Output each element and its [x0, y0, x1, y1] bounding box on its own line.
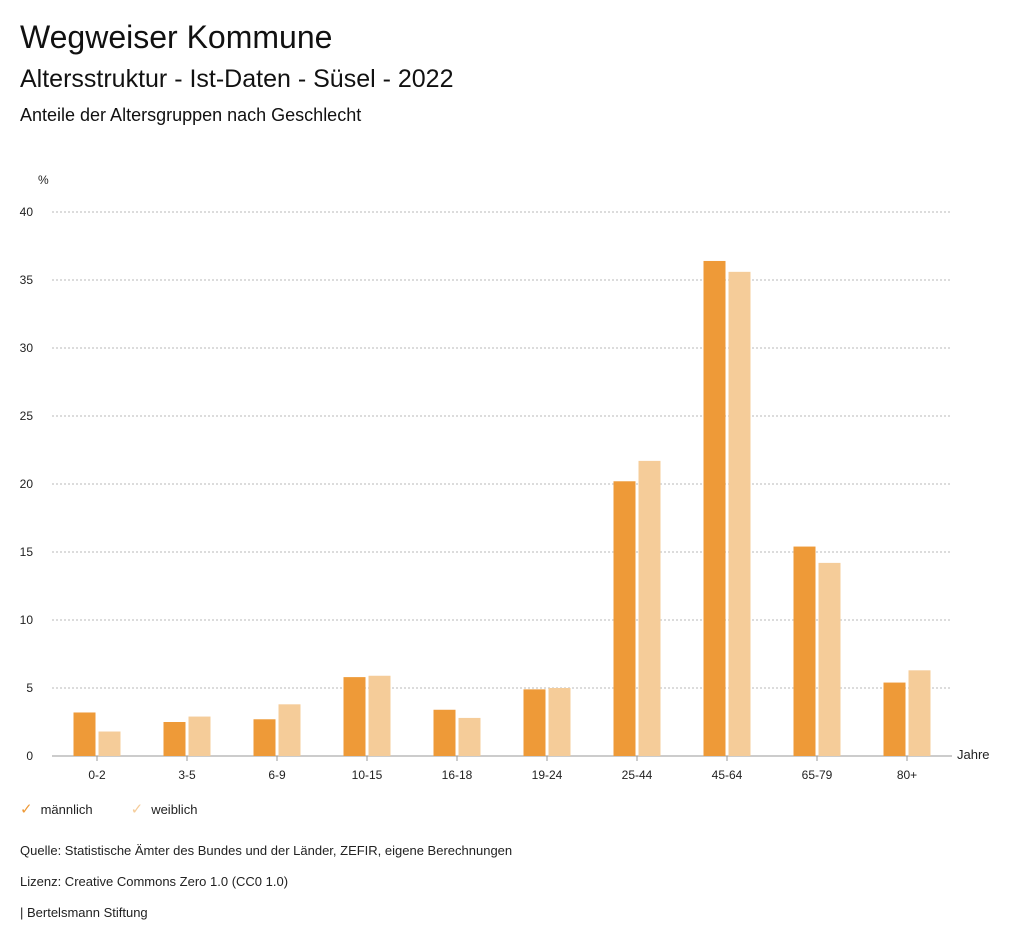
y-tick-label: 35 [20, 273, 34, 287]
x-tick-label: 80+ [897, 768, 917, 782]
x-tick-label: 16-18 [442, 768, 473, 782]
bar-female [818, 562, 841, 756]
legend-label-male: männlich [40, 802, 93, 817]
bar-female [188, 716, 211, 756]
x-tick-label: 25-44 [622, 768, 653, 782]
x-tick-label: 3-5 [178, 768, 196, 782]
publisher-note: | Bertelsmann Stiftung [20, 905, 148, 920]
bar-female [368, 675, 391, 756]
bar-male [73, 712, 96, 756]
y-tick-label: 30 [20, 341, 34, 355]
license-note: Lizenz: Creative Commons Zero 1.0 (CC0 1… [20, 874, 289, 889]
x-tick-label: 65-79 [802, 768, 833, 782]
bar-male [163, 722, 186, 756]
x-tick-label: 19-24 [532, 768, 563, 782]
x-tick-label: 10-15 [352, 768, 383, 782]
page-title: Wegweiser Kommune [20, 19, 333, 55]
bar-female [278, 704, 301, 756]
bar-male [793, 546, 816, 756]
y-tick-label: 5 [26, 681, 33, 695]
page-subtitle: Altersstruktur - Ist-Daten - Süsel - 202… [20, 65, 454, 93]
bar-male [253, 719, 276, 756]
bar-female [908, 670, 931, 756]
bar-female [548, 688, 571, 756]
y-tick-label: 15 [20, 545, 34, 559]
chart-legend: ✓ männlich ✓ weiblich [20, 802, 197, 817]
y-tick-label: 20 [20, 477, 34, 491]
y-tick-label: 40 [20, 205, 34, 219]
legend-item-male[interactable]: ✓ männlich [20, 802, 93, 817]
y-tick-label: 0 [26, 749, 33, 763]
x-axis-label: Jahre [957, 747, 990, 762]
x-tick-label: 6-9 [268, 768, 286, 782]
legend-check-male-icon: ✓ [20, 801, 33, 818]
bar-male [703, 260, 726, 756]
y-tick-label: 10 [20, 613, 34, 627]
bar-female [458, 717, 481, 756]
legend-item-female[interactable]: ✓ weiblich [131, 802, 198, 817]
bar-male [433, 709, 456, 756]
legend-label-female: weiblich [151, 802, 198, 817]
x-tick-label: 0-2 [88, 768, 106, 782]
x-tick-label: 45-64 [712, 768, 743, 782]
bar-male [523, 689, 546, 756]
bar-chart: % 0 5 10 15 20 25 30 35 40 0-2 3-5 6-9 10-15 16-18 19-2… [20, 173, 990, 782]
bar-female [728, 271, 751, 756]
y-tick-label: 25 [20, 409, 34, 423]
chart-title: Anteile der Altersgruppen nach Geschlech… [20, 105, 362, 125]
legend-check-female-icon: ✓ [130, 801, 144, 818]
bar-female [98, 731, 121, 756]
source-note: Quelle: Statistische Ämter des Bundes un… [20, 843, 513, 858]
y-axis-label: % [38, 173, 49, 187]
bar-male [613, 481, 636, 756]
bar-male [883, 682, 906, 756]
bar-male [343, 677, 366, 756]
bar-female [638, 460, 661, 756]
